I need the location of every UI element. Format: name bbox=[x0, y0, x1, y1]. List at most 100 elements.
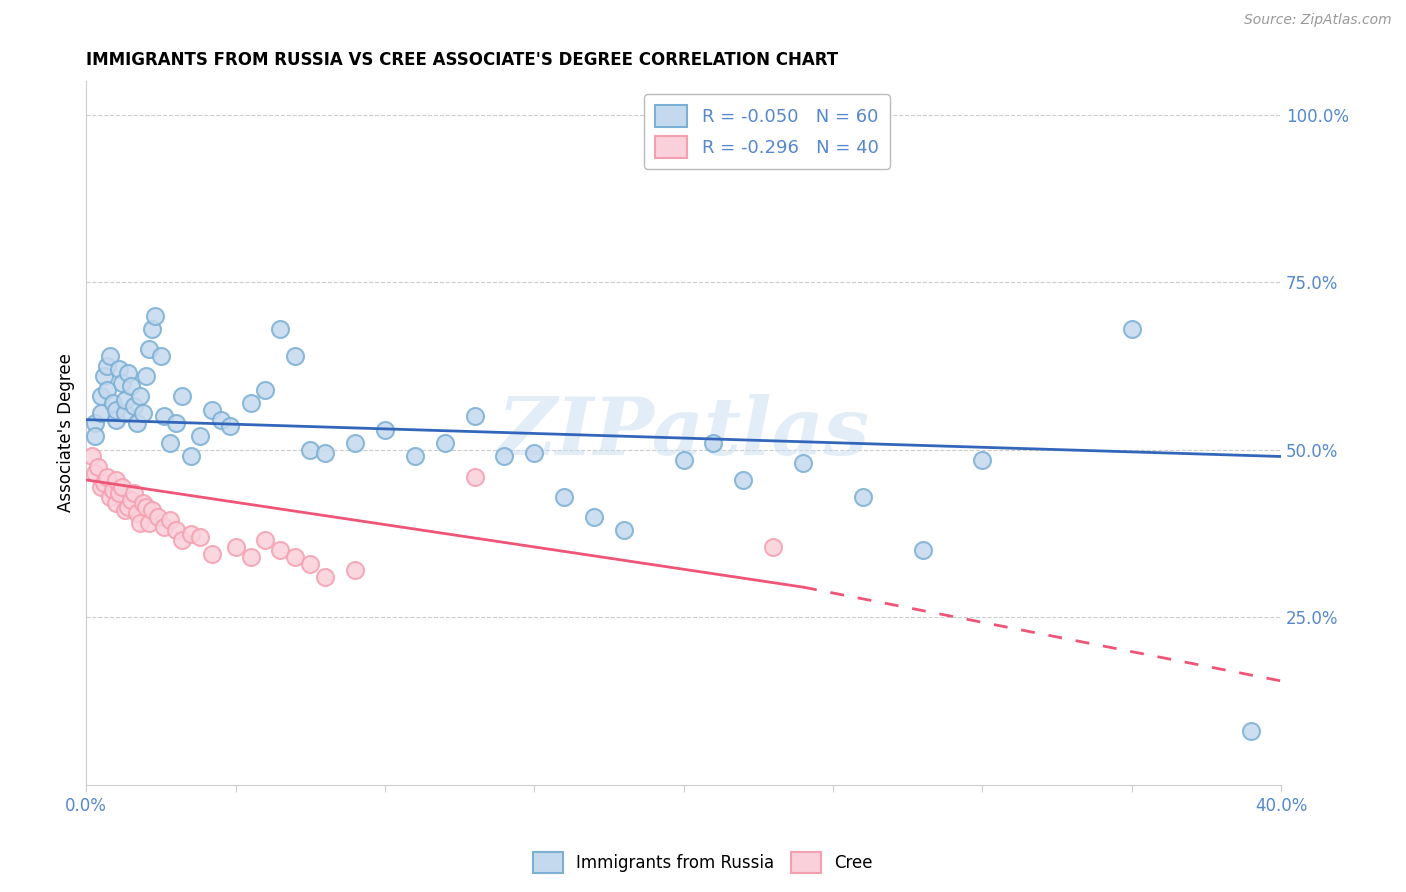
Point bbox=[374, 423, 396, 437]
Point bbox=[93, 476, 115, 491]
Point bbox=[188, 530, 211, 544]
Point bbox=[344, 563, 367, 577]
Point bbox=[159, 513, 181, 527]
Point bbox=[188, 429, 211, 443]
Point bbox=[299, 557, 322, 571]
Point bbox=[254, 533, 277, 548]
Text: ZIPatlas: ZIPatlas bbox=[498, 394, 870, 472]
Point bbox=[149, 349, 172, 363]
Point bbox=[613, 523, 636, 537]
Point bbox=[98, 490, 121, 504]
Point bbox=[98, 349, 121, 363]
Point bbox=[852, 490, 875, 504]
Point bbox=[111, 376, 134, 390]
Point bbox=[269, 543, 291, 558]
Point bbox=[87, 459, 110, 474]
Point bbox=[141, 322, 163, 336]
Point bbox=[146, 509, 169, 524]
Point bbox=[733, 473, 755, 487]
Point bbox=[108, 486, 131, 500]
Point bbox=[105, 412, 128, 426]
Point bbox=[225, 540, 247, 554]
Point bbox=[201, 402, 224, 417]
Text: Source: ZipAtlas.com: Source: ZipAtlas.com bbox=[1244, 13, 1392, 28]
Point bbox=[114, 503, 136, 517]
Y-axis label: Associate's Degree: Associate's Degree bbox=[58, 353, 75, 513]
Point bbox=[84, 429, 107, 443]
Point bbox=[170, 533, 193, 548]
Point bbox=[101, 396, 124, 410]
Point bbox=[117, 366, 139, 380]
Point bbox=[1240, 724, 1263, 739]
Point bbox=[114, 392, 136, 407]
Point bbox=[201, 547, 224, 561]
Point bbox=[254, 383, 277, 397]
Point bbox=[702, 436, 724, 450]
Point bbox=[132, 406, 155, 420]
Point bbox=[553, 490, 575, 504]
Point bbox=[125, 507, 148, 521]
Point bbox=[209, 412, 232, 426]
Point bbox=[82, 450, 104, 464]
Point bbox=[284, 349, 307, 363]
Point bbox=[117, 500, 139, 514]
Legend: Immigrants from Russia, Cree: Immigrants from Russia, Cree bbox=[526, 846, 880, 880]
Point bbox=[120, 379, 142, 393]
Point bbox=[101, 483, 124, 497]
Point bbox=[125, 416, 148, 430]
Point bbox=[105, 473, 128, 487]
Point bbox=[135, 500, 157, 514]
Point bbox=[792, 456, 814, 470]
Point bbox=[135, 369, 157, 384]
Point bbox=[84, 416, 107, 430]
Point bbox=[93, 369, 115, 384]
Point bbox=[90, 389, 112, 403]
Point bbox=[218, 419, 240, 434]
Point bbox=[464, 469, 486, 483]
Point bbox=[523, 446, 546, 460]
Point bbox=[141, 503, 163, 517]
Point bbox=[120, 493, 142, 508]
Point bbox=[314, 570, 336, 584]
Point bbox=[464, 409, 486, 424]
Point bbox=[132, 496, 155, 510]
Point bbox=[672, 453, 695, 467]
Point bbox=[90, 406, 112, 420]
Point bbox=[972, 453, 994, 467]
Point bbox=[404, 450, 426, 464]
Point bbox=[90, 480, 112, 494]
Point bbox=[84, 467, 107, 481]
Point bbox=[165, 416, 187, 430]
Point bbox=[239, 549, 262, 564]
Point bbox=[96, 469, 118, 483]
Point bbox=[314, 446, 336, 460]
Point bbox=[180, 450, 202, 464]
Point bbox=[153, 409, 176, 424]
Text: IMMIGRANTS FROM RUSSIA VS CREE ASSOCIATE'S DEGREE CORRELATION CHART: IMMIGRANTS FROM RUSSIA VS CREE ASSOCIATE… bbox=[86, 51, 838, 69]
Point bbox=[1121, 322, 1143, 336]
Point bbox=[108, 362, 131, 376]
Point bbox=[269, 322, 291, 336]
Point bbox=[170, 389, 193, 403]
Point bbox=[299, 442, 322, 457]
Point bbox=[911, 543, 934, 558]
Point bbox=[239, 396, 262, 410]
Point bbox=[143, 309, 166, 323]
Point bbox=[96, 383, 118, 397]
Point bbox=[96, 359, 118, 373]
Point bbox=[159, 436, 181, 450]
Point bbox=[129, 516, 152, 531]
Point bbox=[344, 436, 367, 450]
Legend: R = -0.050   N = 60, R = -0.296   N = 40: R = -0.050 N = 60, R = -0.296 N = 40 bbox=[644, 94, 890, 169]
Point bbox=[122, 399, 145, 413]
Point bbox=[153, 520, 176, 534]
Point bbox=[105, 402, 128, 417]
Point bbox=[111, 480, 134, 494]
Point bbox=[494, 450, 516, 464]
Point bbox=[284, 549, 307, 564]
Point bbox=[114, 406, 136, 420]
Point bbox=[138, 516, 160, 531]
Point bbox=[180, 526, 202, 541]
Point bbox=[762, 540, 785, 554]
Point bbox=[122, 486, 145, 500]
